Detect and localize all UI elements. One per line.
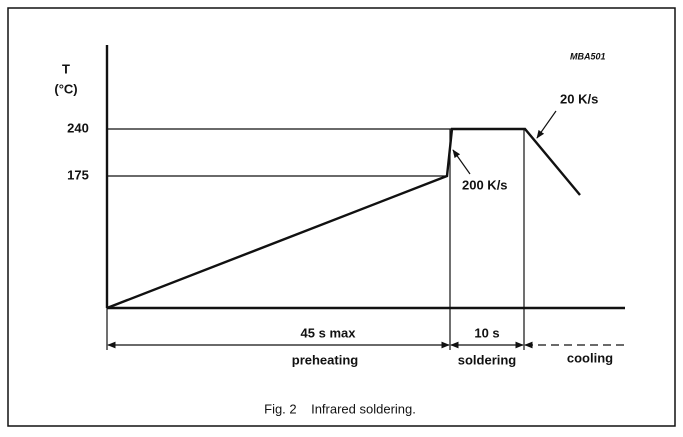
y-axis-symbol: T <box>62 61 70 76</box>
level-label: 240 <box>67 120 89 135</box>
temperature-profile <box>106 127 581 310</box>
phase-name: cooling <box>567 350 613 365</box>
level-label: 175 <box>67 167 89 182</box>
phase-duration: 10 s <box>474 325 499 340</box>
ramp-down-label: 20 K/s <box>560 91 598 106</box>
y-axis-unit: (°C) <box>54 81 77 96</box>
arrow <box>452 149 471 175</box>
caption: Fig. 2 Infrared soldering. <box>264 401 416 416</box>
figure-id: MBA501 <box>570 51 606 61</box>
frame <box>7 7 676 427</box>
ramp-up-label: 200 K/s <box>462 177 508 192</box>
phase-name: preheating <box>292 352 359 367</box>
phase-name: soldering <box>458 352 517 367</box>
arrow <box>536 110 557 139</box>
phase-duration: 45 s max <box>301 325 357 340</box>
